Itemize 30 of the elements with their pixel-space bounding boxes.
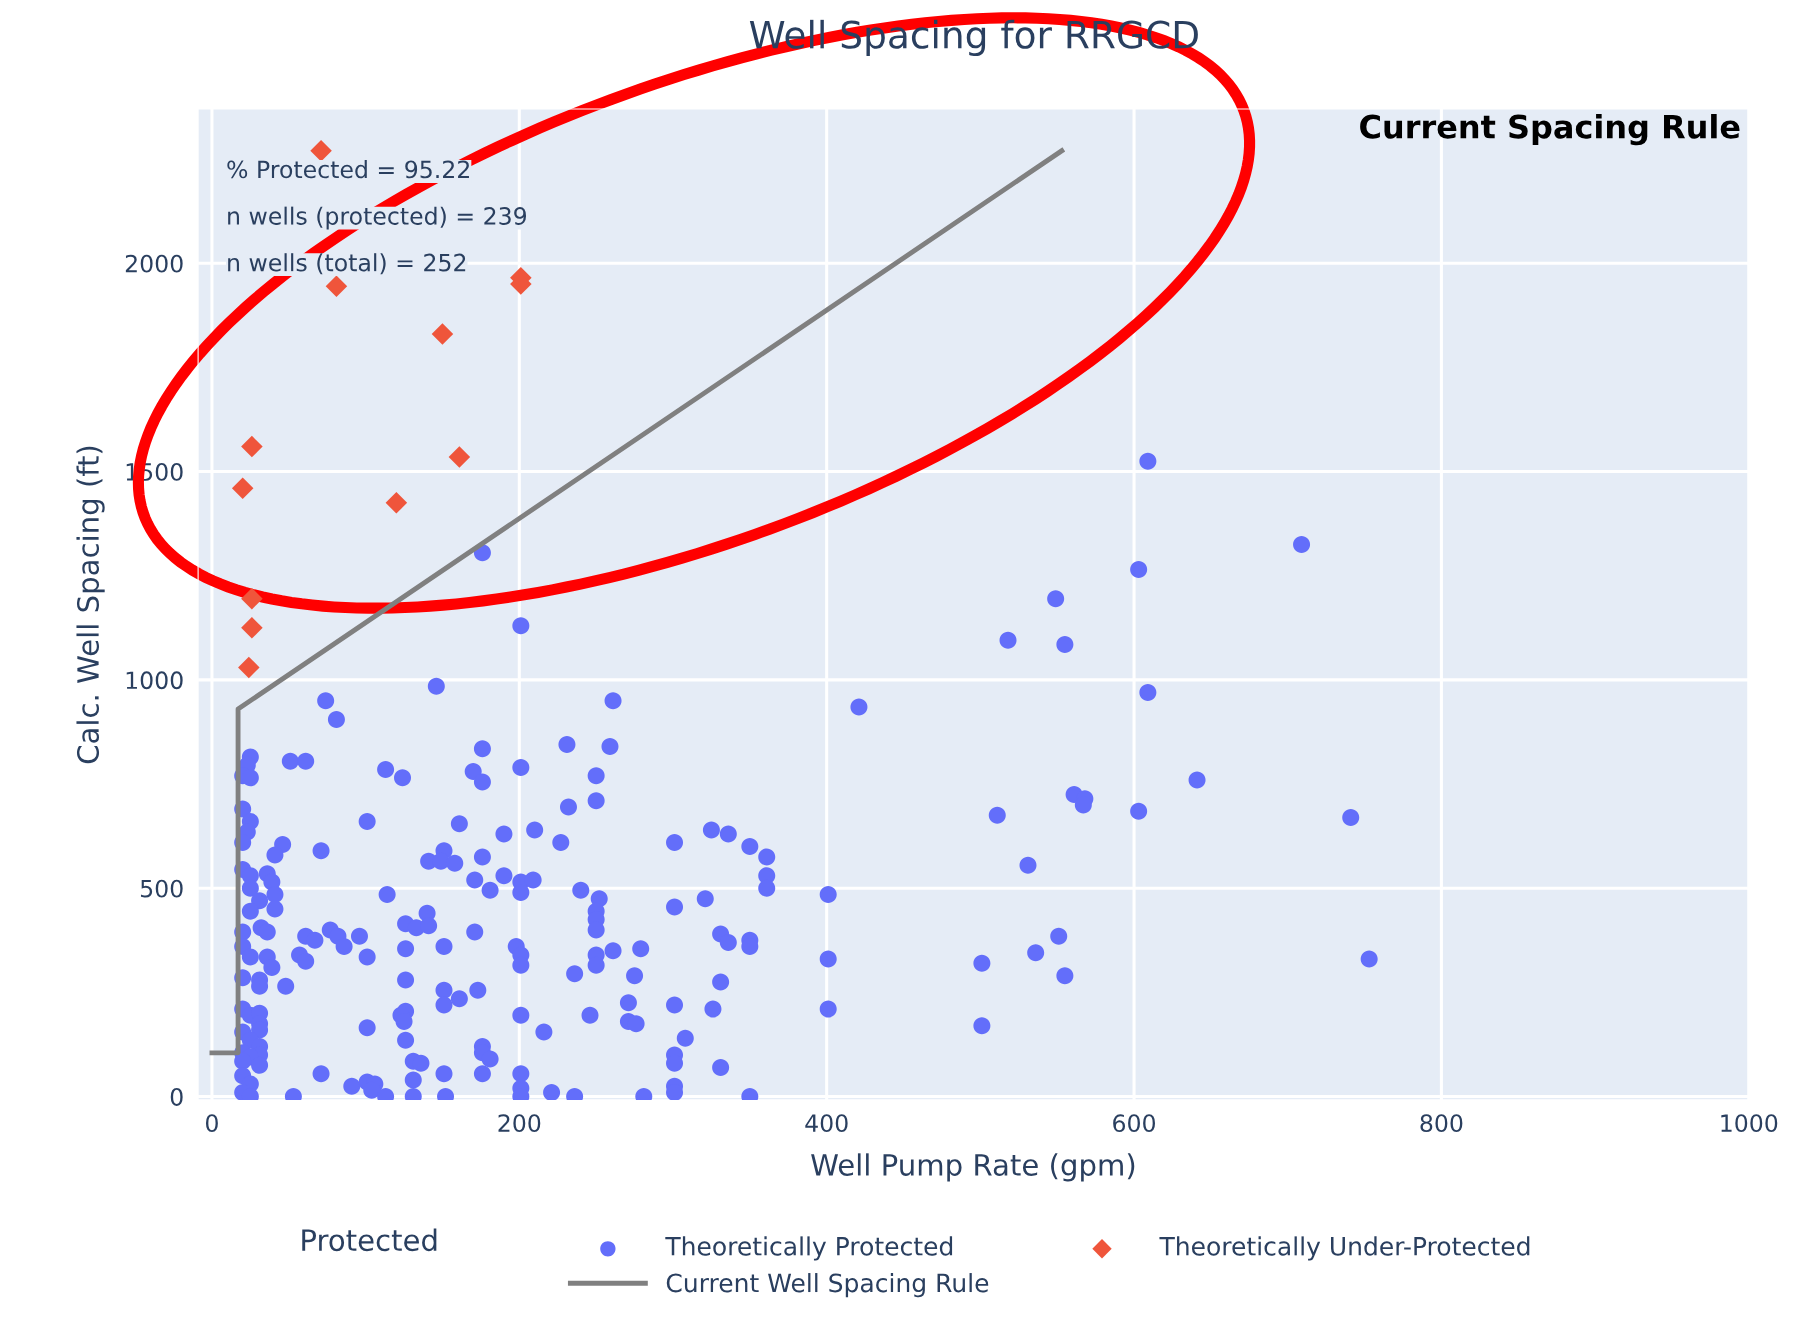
x-tick-label: 800 bbox=[1420, 1114, 1463, 1133]
annotation: Current Spacing Rule bbox=[1360, 114, 1740, 146]
point bbox=[385, 492, 408, 514]
annotation: n wells (protected) = 239 bbox=[228, 206, 527, 230]
y-tick-label: 2000 bbox=[125, 254, 183, 273]
point bbox=[241, 617, 263, 639]
point bbox=[310, 139, 332, 162]
y-tick-label: 0 bbox=[170, 1088, 183, 1106]
y-axis-title: Calc. Well Spacing (ft) bbox=[76, 446, 105, 764]
annotation: % Protected = 95.22 bbox=[227, 160, 469, 179]
point bbox=[325, 275, 348, 297]
x-tick-label: 200 bbox=[498, 1114, 541, 1133]
point bbox=[448, 446, 471, 468]
x-axis-title: Well Pump Rate (gpm) bbox=[811, 1153, 1135, 1182]
legend-label: Current Well Spacing Rule bbox=[666, 1273, 989, 1298]
legend-label: Theoretically Under-Protected bbox=[1159, 1236, 1530, 1261]
point bbox=[431, 323, 454, 345]
point bbox=[241, 435, 263, 458]
x-tick-label: 600 bbox=[1113, 1114, 1155, 1133]
x-tick-label: 400 bbox=[805, 1114, 848, 1133]
legend-label: Theoretically Protected bbox=[665, 1236, 953, 1261]
point bbox=[231, 477, 254, 499]
annotation: n wells (total) = 252 bbox=[228, 253, 466, 275]
x-tick-label: 0 bbox=[205, 1114, 218, 1133]
x-tick-label: 1000 bbox=[1721, 1114, 1778, 1133]
point bbox=[238, 656, 260, 679]
y-tick-label: 500 bbox=[140, 879, 183, 898]
point bbox=[241, 587, 263, 610]
y-tick-label: 1000 bbox=[126, 671, 183, 690]
legend-title: Protected bbox=[302, 1228, 437, 1252]
